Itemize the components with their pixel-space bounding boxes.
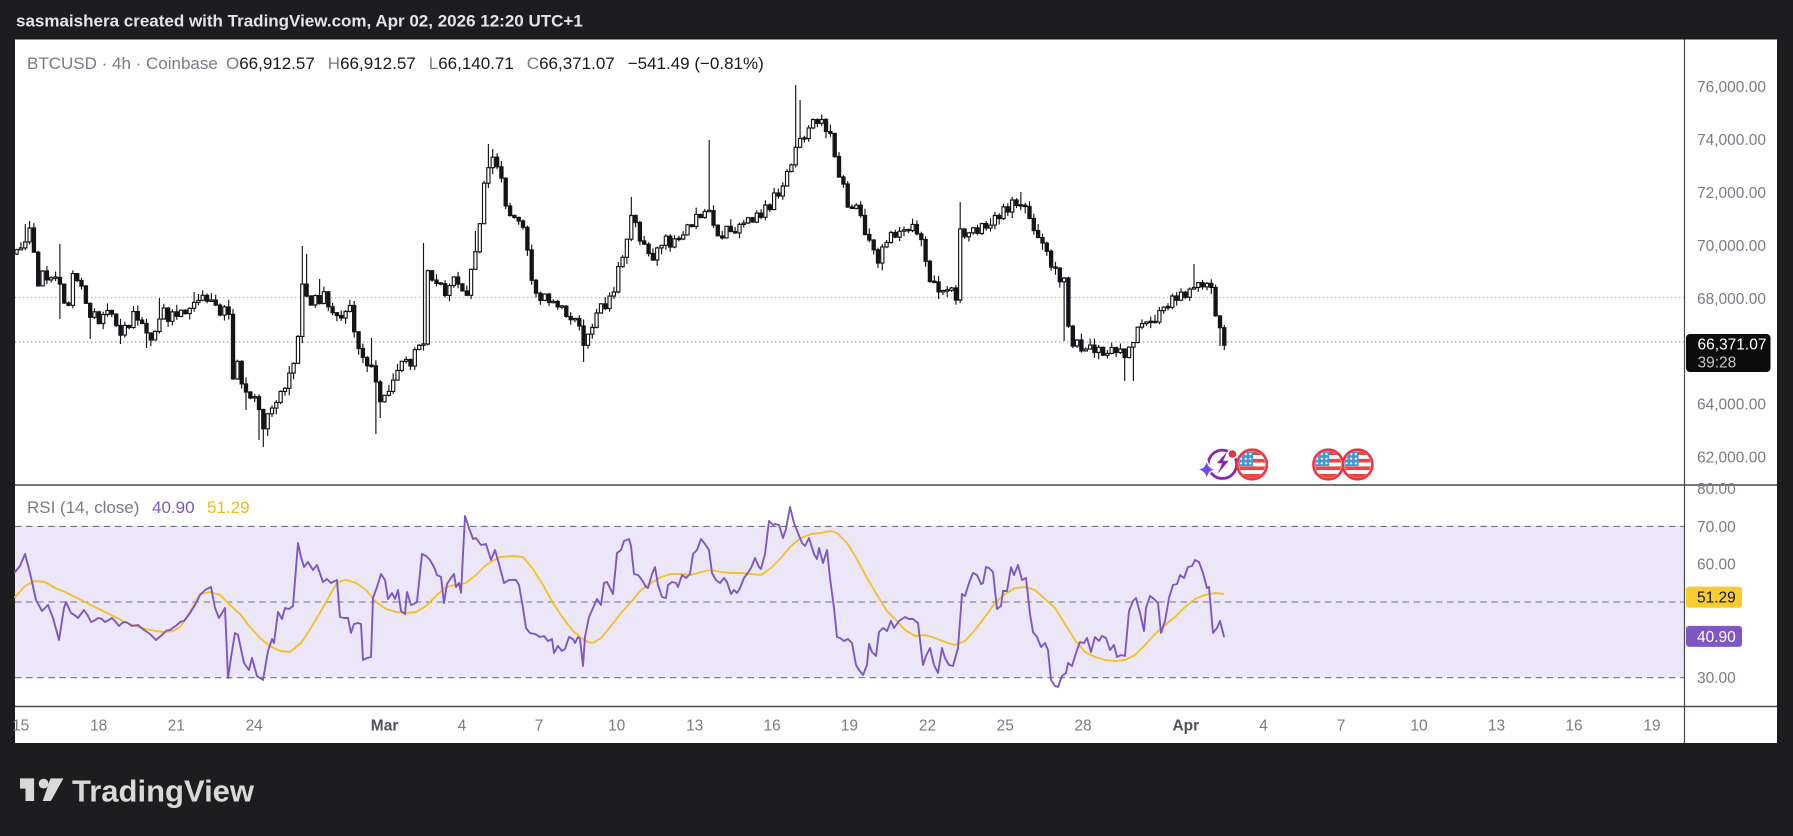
svg-text:60.00: 60.00 <box>1697 557 1736 574</box>
svg-text:22: 22 <box>919 718 936 735</box>
svg-text:O: O <box>226 54 239 73</box>
svg-text:66,912.57: 66,912.57 <box>340 54 416 73</box>
svg-text:10: 10 <box>1410 718 1428 735</box>
svg-text:28: 28 <box>1074 718 1091 735</box>
svg-text:40.90: 40.90 <box>1697 629 1736 646</box>
svg-text:Apr: Apr <box>1172 718 1199 735</box>
svg-text:7: 7 <box>1337 718 1346 735</box>
svg-text:RSI (14, close): RSI (14, close) <box>27 498 139 517</box>
svg-text:24: 24 <box>246 718 264 735</box>
svg-text:19: 19 <box>1643 718 1660 735</box>
svg-text:66,371.07: 66,371.07 <box>539 54 615 73</box>
svg-text:4: 4 <box>1259 718 1268 735</box>
svg-text:15: 15 <box>12 718 29 735</box>
svg-text:51.29: 51.29 <box>1697 590 1736 607</box>
svg-text:66,912.57: 66,912.57 <box>239 54 315 73</box>
svg-text:H: H <box>328 54 340 73</box>
svg-text:13: 13 <box>686 718 703 735</box>
svg-text:18: 18 <box>90 718 107 735</box>
svg-text:BTCUSD · 4h · Coinbase: BTCUSD · 4h · Coinbase <box>27 54 218 73</box>
svg-text:72,000.00: 72,000.00 <box>1697 185 1766 202</box>
svg-text:30.00: 30.00 <box>1697 670 1736 687</box>
svg-text:68,000.00: 68,000.00 <box>1697 291 1766 308</box>
svg-text:C: C <box>527 54 539 73</box>
svg-text:21: 21 <box>168 718 185 735</box>
svg-text:76,000.00: 76,000.00 <box>1697 79 1766 96</box>
svg-text:TradingView: TradingView <box>72 774 255 809</box>
svg-text:sasmaishera created with Tradi: sasmaishera created with TradingView.com… <box>16 12 583 31</box>
svg-text:13: 13 <box>1488 718 1505 735</box>
svg-text:40.90: 40.90 <box>152 498 195 517</box>
svg-text:66,371.07: 66,371.07 <box>1698 337 1767 354</box>
svg-text:62,000.00: 62,000.00 <box>1697 450 1766 467</box>
svg-text:64,000.00: 64,000.00 <box>1697 397 1766 414</box>
svg-text:80.00: 80.00 <box>1697 481 1736 498</box>
svg-text:Mar: Mar <box>371 718 399 735</box>
svg-text:66,140.71: 66,140.71 <box>438 54 514 73</box>
svg-text:7: 7 <box>535 718 544 735</box>
svg-text:74,000.00: 74,000.00 <box>1697 132 1766 149</box>
svg-text:25: 25 <box>997 718 1014 735</box>
svg-text:51.29: 51.29 <box>207 498 250 517</box>
svg-text:−541.49 (−0.81%): −541.49 (−0.81%) <box>628 54 764 73</box>
svg-text:70,000.00: 70,000.00 <box>1697 238 1766 255</box>
svg-text:10: 10 <box>608 718 626 735</box>
svg-text:70.00: 70.00 <box>1697 519 1736 536</box>
svg-text:4: 4 <box>458 718 467 735</box>
svg-text:16: 16 <box>1565 718 1582 735</box>
svg-text:16: 16 <box>763 718 780 735</box>
svg-text:L: L <box>429 54 438 73</box>
svg-text:19: 19 <box>841 718 858 735</box>
svg-text:39:28: 39:28 <box>1698 355 1737 372</box>
